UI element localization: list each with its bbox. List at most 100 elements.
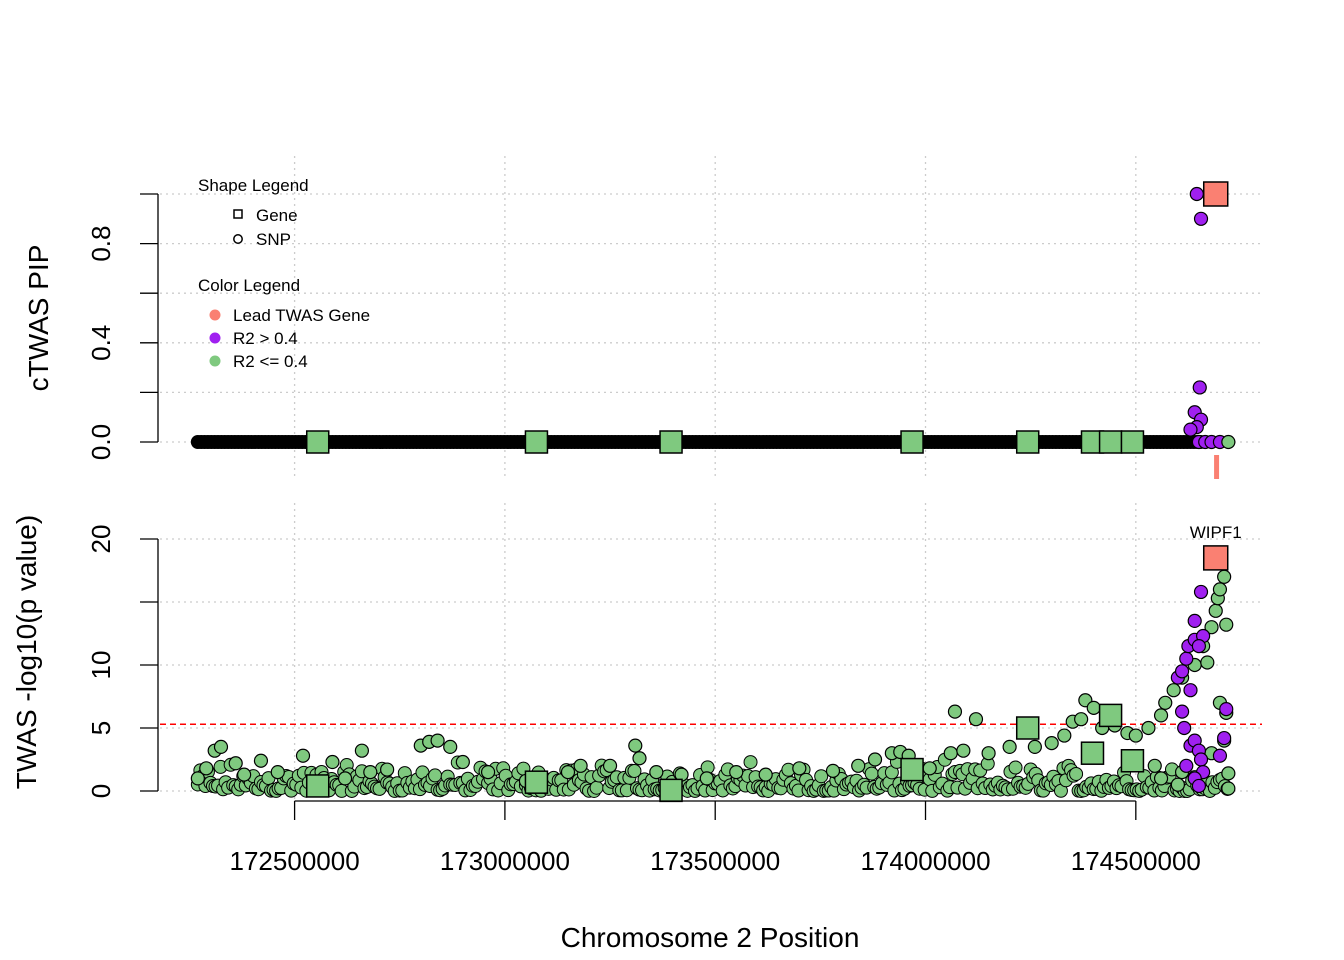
legend-r2-low-swatch xyxy=(209,355,221,367)
bottom-snp-point xyxy=(1212,748,1228,763)
x-axis: 172500000 173000000 173500000 174000000 1745… xyxy=(230,800,1201,876)
x-tick-label: 173000000 xyxy=(440,846,570,876)
bottom-snp-point xyxy=(589,780,604,795)
bottom-snp-point xyxy=(1174,704,1190,719)
bottom-snp-point xyxy=(1217,730,1232,746)
bottom-snp-point xyxy=(1221,781,1236,796)
bottom-snp-point xyxy=(1191,778,1207,794)
top-snp-point xyxy=(1193,211,1209,226)
bottom-snp-point xyxy=(430,733,445,748)
bottom-snp-point xyxy=(1191,638,1207,654)
bottom-snp-point xyxy=(1217,569,1232,584)
bottom-snp-point xyxy=(253,753,269,768)
bottom-snp-point xyxy=(1170,777,1185,792)
bottom-y-tick-label: 10 xyxy=(86,651,116,680)
top-snp-point xyxy=(1221,434,1236,450)
bottom-snp-point xyxy=(1187,613,1202,629)
lead-gene-marker xyxy=(1214,455,1220,479)
bottom-snp-point xyxy=(1002,739,1017,755)
bottom-snp-point xyxy=(1219,701,1234,717)
bottom-gene-point xyxy=(524,770,549,794)
bottom-snp-point xyxy=(455,754,470,770)
bottom-snp-point xyxy=(1221,766,1236,781)
bottom-snp-point xyxy=(190,771,205,786)
x-tick-label: 172500000 xyxy=(230,846,360,876)
bottom-snp-point xyxy=(1179,758,1194,773)
top-y-tick-label: 0.8 xyxy=(86,226,116,262)
bottom-snp-point xyxy=(792,761,807,776)
top-gene-point xyxy=(524,430,549,454)
bottom-snp-point xyxy=(602,758,618,773)
bottom-snp-point xyxy=(1174,664,1190,679)
bottom-y-tick-label: 5 xyxy=(86,721,116,735)
bottom-gene-point xyxy=(305,774,330,798)
bottom-gene-point xyxy=(1098,703,1123,728)
top-gene-point xyxy=(659,430,683,454)
bottom-snp-point xyxy=(363,764,378,780)
bottom-snp-point xyxy=(1179,651,1194,666)
top-gene-point xyxy=(1015,430,1040,454)
bottom-snp-point xyxy=(380,762,395,777)
color-legend-title: Color Legend xyxy=(198,276,300,295)
bottom-snp-point xyxy=(1027,739,1042,755)
bottom-snp-point xyxy=(1158,695,1173,710)
bottom-gene-point xyxy=(900,757,924,782)
bottom-snp-point xyxy=(1219,617,1234,632)
bottom-snp-point xyxy=(1141,720,1156,736)
bottom-snp-point xyxy=(237,767,252,782)
legend-lead-gene-swatch xyxy=(209,309,221,321)
top-panel: 0.0 0.4 0.8 cTWAS PIP Shape Legend Gene SN… xyxy=(23,156,1262,480)
legend-r2-low-label: R2 <= 0.4 xyxy=(233,352,308,371)
x-tick-label: 174000000 xyxy=(860,846,990,876)
top-y-tick-label: 0.4 xyxy=(86,325,116,361)
legend-gene-label: Gene xyxy=(256,206,298,225)
top-y-tick-label: 0.0 xyxy=(86,424,116,460)
bottom-snp-point xyxy=(428,768,443,783)
top-y-axis-title: cTWAS PIP xyxy=(23,245,54,392)
bottom-gene-point xyxy=(1202,545,1229,571)
bottom-snp-point xyxy=(337,771,353,786)
x-tick-label: 173500000 xyxy=(650,846,780,876)
bottom-snp-point xyxy=(213,739,229,755)
top-gene-point xyxy=(1202,181,1229,207)
legend-gene-square-icon xyxy=(233,209,243,219)
top-gene-point xyxy=(900,430,924,454)
bottom-snp-point xyxy=(851,758,866,773)
bottom-gene-point xyxy=(1120,749,1145,773)
legend-r2-high-label: R2 > 0.4 xyxy=(233,329,298,348)
bottom-snp-point xyxy=(649,764,664,780)
bottom-snp-point xyxy=(295,748,311,763)
bottom-snp-point xyxy=(480,764,496,780)
bottom-snp-point xyxy=(1193,584,1209,600)
top-gene-point xyxy=(1098,430,1123,454)
bottom-snp-point xyxy=(443,739,458,755)
legend-snp-label: SNP xyxy=(256,230,291,249)
top-gene-point xyxy=(305,430,330,454)
bottom-snp-point xyxy=(825,763,841,778)
bottom-y-axis: 0 5 10 20 xyxy=(86,525,159,798)
x-tick-label: 174500000 xyxy=(1071,846,1201,876)
bottom-snp-point xyxy=(1212,582,1228,597)
top-snp-point xyxy=(1189,186,1204,202)
bottom-snp-point xyxy=(814,769,829,784)
gene-label: WIPF1 xyxy=(1190,523,1242,542)
top-points xyxy=(190,181,1236,479)
bottom-panel: WIPF1 0 5 10 20 172500000 173000000 173500000… xyxy=(11,503,1262,953)
bottom-snp-point xyxy=(1057,728,1072,743)
bottom-snp-point xyxy=(1208,603,1223,618)
bottom-snp-point xyxy=(628,738,643,753)
bottom-snp-point xyxy=(956,743,971,758)
bottom-y-tick-label: 20 xyxy=(86,525,116,554)
bottom-snp-point xyxy=(1069,766,1084,781)
bottom-snp-point xyxy=(632,751,647,766)
bottom-snp-point xyxy=(968,712,984,727)
bottom-snp-point xyxy=(1166,683,1181,698)
bottom-snp-point xyxy=(1153,771,1169,786)
bottom-snp-point xyxy=(743,755,758,770)
legend-r2-high-swatch xyxy=(209,332,221,344)
bottom-snp-point xyxy=(1074,712,1089,727)
bottom-snp-point xyxy=(560,764,576,780)
bottom-snp-point xyxy=(1128,728,1143,743)
bottom-snp-point xyxy=(1177,720,1192,736)
